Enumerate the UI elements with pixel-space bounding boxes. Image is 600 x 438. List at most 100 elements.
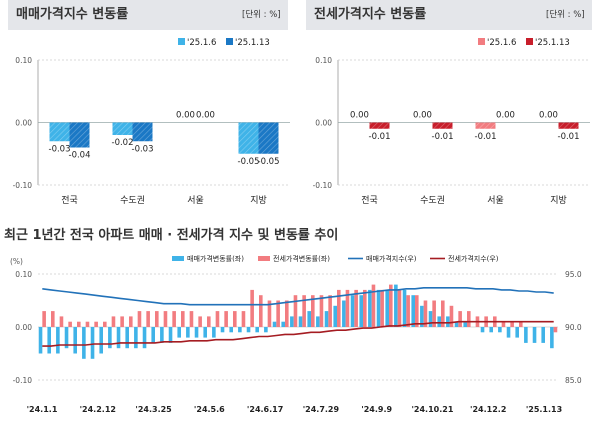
trend-chart: 매매가격변동률(좌) 전세가격변동률(좌) 매매가격지수(우) 전세가격지수(우) (%… [10,254,582,414]
sale-category-label: 지방 [250,195,267,206]
lease-change-bar [458,311,462,327]
lease-change-bar [519,321,523,327]
lease-change-bar [51,311,55,327]
lease-index-line [42,320,554,347]
sale-change-bar [142,327,147,349]
sale-change-bar [428,311,433,327]
sale-change-bar [480,327,485,333]
sale-change-bar [333,305,337,327]
lease-change-bar [406,295,410,327]
x-tick-label: '24.2.12 [80,405,116,414]
sale-change-bar [203,327,207,338]
sale-category-label: 전국 [61,195,78,206]
sale-data-label: -0.03 [49,144,71,154]
sale-change-bar [212,327,216,338]
lease-change-bar [501,321,506,327]
sale-change-bar [38,327,43,354]
sale-data-label: -0.05 [258,157,280,167]
sale-change-bar [368,289,372,327]
legend-swatch-lease-change [258,256,270,261]
right-ytick-label: 95.0 [565,270,582,279]
sale-data-label: 0.00 [196,111,215,121]
lease-change-bar [267,300,272,327]
lease-change-bar [328,295,332,327]
trend-chart-title: 최근 1년간 전국 아파트 매매 · 전세가격 지수 및 변동률 추이 [4,228,339,243]
lease-chart-title: 전세가격지수 변동률 [306,0,592,30]
sale-change-bar [506,327,511,338]
sale-legend-label-0: '25.1.6 [187,38,216,48]
sale-change-bar [73,327,77,354]
lease-change-bar [94,321,98,327]
sale-ytick-label: 0.10 [15,56,32,65]
lease-change-bar [354,289,358,327]
sale-change-bar [385,289,389,327]
lease-bar [432,122,453,129]
lease-change-bar [423,300,428,327]
lease-change-bar [449,305,454,327]
x-tick-label: '24.6.17 [247,405,283,414]
sale-data-label: -0.03 [132,144,154,154]
sale-change-bar [255,327,259,333]
lease-change-bar [467,311,471,327]
lease-change-bar [198,316,202,327]
sale-change-bar [90,327,95,359]
lease-change-bar [137,311,142,327]
sale-change-bar [350,295,355,327]
sale-change-bar [116,327,121,349]
x-tick-label: '24.9.9 [361,405,392,414]
sale-change-bar [298,316,303,327]
lease-change-bar [103,321,107,327]
lease-change-bar [207,316,211,327]
sale-change-bar [411,295,415,327]
lease-change-bar [111,316,116,327]
lease-bar [475,122,496,129]
sale-chart-title: 매매가격지수 변동률 [8,0,288,30]
sale-change-bar [220,327,225,333]
sale-legend-label-1: '25.1.13 [235,38,270,48]
lease-change-bar [380,289,384,327]
lease-category-label: 전국 [361,195,378,206]
lease-change-bar [337,289,341,327]
lease-category-label: 지방 [550,195,567,206]
lease-data-label: -0.01 [475,132,497,142]
lease-change-bar [510,321,514,327]
sale-bar [69,122,90,148]
right-ytick-label: 90.0 [565,323,582,332]
lease-change-bar [59,316,64,327]
lease-change-bar [189,311,194,327]
sale-change-bar [168,327,173,343]
right-ytick-label: 85.0 [565,376,582,385]
sale-change-bar [99,327,103,354]
lease-change-bar [250,289,254,327]
lease-change-bar [215,311,220,327]
sale-change-bar [454,321,459,327]
left-ytick-label: 0.00 [15,323,32,332]
sale-change-bar [272,321,277,327]
legend-label-sale-index: 매매가격지수(우) [366,254,417,263]
sale-data-label: -0.02 [112,138,134,148]
sale-change-bar [194,327,199,338]
sale-change-bar [532,327,537,343]
lease-change-bar [345,289,350,327]
lease-ytick-label: 0.00 [315,119,332,128]
sale-change-bar [56,327,60,354]
sale-ytick-label: -0.10 [13,181,33,190]
lease-ytick-label: 0.10 [315,56,332,65]
lease-change-bar [77,321,81,327]
lease-change-chart: '25.1.6 '25.1.13 0.10 0.00 -0.10 전국 0.00 -0.01 수… [313,38,590,206]
lease-legend-label-1: '25.1.13 [535,38,570,48]
lease-change-bar [415,295,419,327]
lease-data-label: -0.01 [432,132,454,142]
sale-change-bar [498,327,502,333]
sale-change-bar [437,316,441,327]
sale-change-bar [264,327,268,333]
lease-legend-swatch-0 [478,38,485,45]
sale-chart-unit: [단위 : %] [242,10,281,20]
sale-change-bar [281,321,285,327]
legend-swatch-sale-change [172,256,184,261]
lease-change-bar [181,311,185,327]
lease-chart-unit: [단위 : %] [546,10,585,20]
left-ytick-label: -0.10 [13,376,33,385]
lease-category-label: 수도권 [420,194,445,206]
lease-change-bar [371,284,376,327]
